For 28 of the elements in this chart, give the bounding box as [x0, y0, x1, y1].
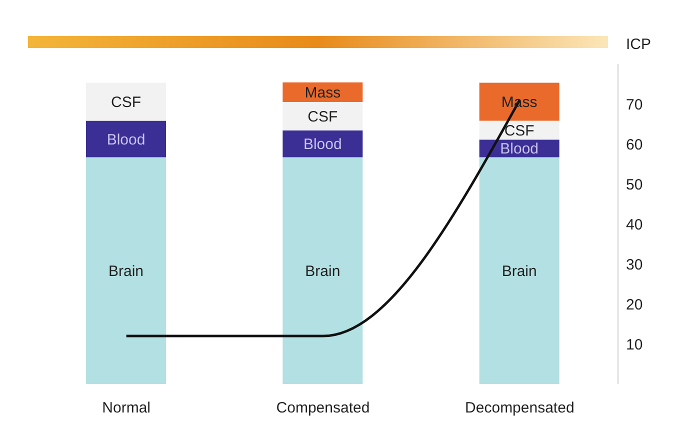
y-tick-label: 40: [626, 216, 643, 234]
text: Brain: [502, 262, 537, 280]
bar: [86, 120, 166, 158]
y-tick-label: 30: [626, 256, 643, 274]
bar: [479, 157, 560, 384]
bar: [86, 82, 166, 121]
y-tick-label: 20: [626, 296, 643, 314]
text: Brain: [108, 262, 144, 280]
x-tick-label: Compensated: [276, 400, 370, 417]
y-tick-label: 70: [626, 96, 643, 114]
bar: [282, 130, 363, 158]
text: CSF: [308, 108, 338, 126]
bar: [282, 157, 363, 384]
x-tick-label: Normal: [102, 400, 151, 417]
text: CSF: [111, 94, 141, 112]
series-label: Brain: [305, 262, 340, 280]
y-tick-label: 50: [626, 176, 643, 194]
bar: [86, 157, 166, 384]
bar: [282, 102, 363, 130]
y-axis-title: ICP: [626, 36, 652, 53]
series-label: Mass: [304, 84, 341, 102]
series-label: CSF: [504, 122, 534, 140]
series-label: Blood: [500, 140, 539, 158]
y-tick-label: 10: [626, 336, 643, 354]
text: Blood: [303, 136, 342, 154]
y-tick-label: 60: [626, 136, 643, 154]
x-tick-label: Decompensated: [465, 400, 574, 417]
text: Blood: [106, 131, 146, 148]
